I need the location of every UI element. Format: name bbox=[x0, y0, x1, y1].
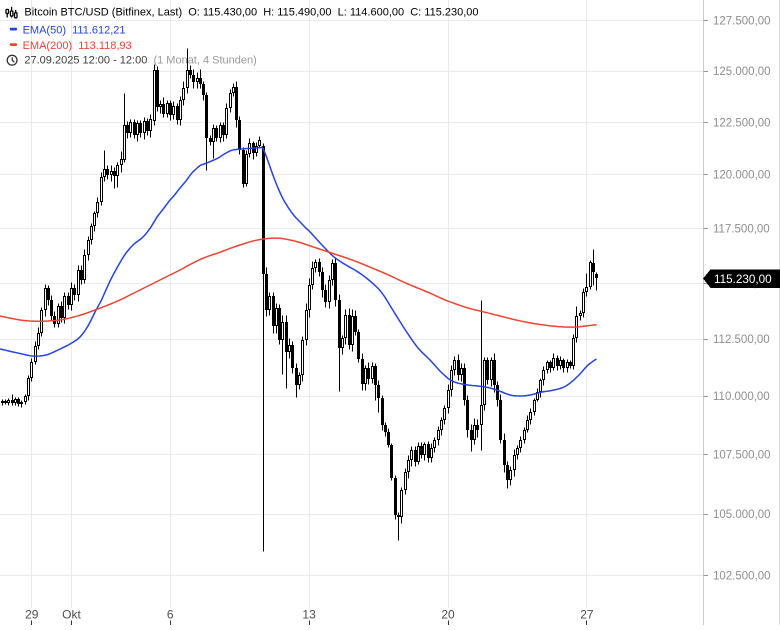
svg-text:122.500,00: 122.500,00 bbox=[713, 117, 771, 129]
svg-text:120.000,00: 120.000,00 bbox=[713, 170, 771, 182]
svg-text:110.000,00: 110.000,00 bbox=[713, 391, 770, 403]
svg-text:27.09.2025 12:00 - 12:00 (1 M: 27.09.2025 12:00 - 12:00 (1 Monat, 4 Stu… bbox=[24, 55, 256, 67]
svg-text:117.500,00: 117.500,00 bbox=[713, 223, 770, 235]
svg-text:13: 13 bbox=[302, 608, 316, 622]
svg-text:125.000,00: 125.000,00 bbox=[713, 66, 771, 78]
svg-text:EMA(50) 111.612,21: EMA(50) 111.612,21 bbox=[23, 24, 126, 36]
svg-text:102.500,00: 102.500,00 bbox=[713, 571, 771, 583]
svg-text:27: 27 bbox=[580, 608, 594, 622]
svg-text:Bitcoin BTC/USD (Bitfinex, Las: Bitcoin BTC/USD (Bitfinex, Last) O: 115.… bbox=[24, 7, 478, 19]
svg-text:127.500,00: 127.500,00 bbox=[713, 16, 771, 28]
svg-text:105.000,00: 105.000,00 bbox=[713, 509, 771, 521]
svg-text:29: 29 bbox=[25, 608, 39, 622]
svg-text:6: 6 bbox=[167, 608, 174, 622]
svg-text:Okt: Okt bbox=[62, 608, 81, 622]
svg-text:20: 20 bbox=[441, 608, 455, 622]
svg-text:115.230,00: 115.230,00 bbox=[714, 273, 772, 286]
svg-text:107.500,00: 107.500,00 bbox=[713, 449, 771, 461]
svg-text:EMA(200) 113.118,93: EMA(200) 113.118,93 bbox=[23, 40, 132, 52]
svg-text:112.500,00: 112.500,00 bbox=[713, 334, 770, 346]
